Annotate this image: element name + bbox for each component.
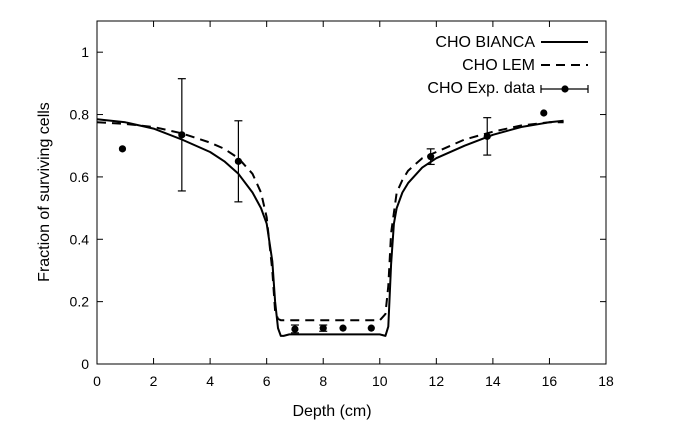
data-point [427,153,435,161]
y-tick-label: 0.4 [70,231,90,247]
curves [96,118,564,337]
data-point [339,324,347,332]
series-line-0 [96,118,564,337]
data-point [234,157,242,165]
x-tick-label: 0 [93,373,101,389]
data-point [540,109,548,117]
x-tick-label: 2 [150,373,158,389]
data-point [367,324,375,332]
x-tick-label: 10 [372,373,388,389]
x-tick-label: 12 [429,373,445,389]
data-point [178,131,186,139]
x-tick-label: 4 [206,373,214,389]
axis-ticks: 0 2 4 6 8 10 12 14 16 18 0 0.2 0.4 0.6 0.8 1 [70,21,614,389]
series-line-1 [96,121,564,322]
data-point [118,145,127,153]
y-tick-label: 1 [81,44,89,60]
legend: CHO BIANCA CHO LEM CHO Exp. data [427,34,589,97]
legend-label-bianca: CHO BIANCA [435,34,535,51]
exp-data-points [118,78,548,334]
x-tick-label: 18 [598,373,614,389]
legend-label-exp: CHO Exp. data [427,80,535,97]
x-tick-label: 6 [263,373,271,389]
y-tick-label: 0.6 [70,169,90,185]
plot-frame [96,20,607,365]
x-tick-label: 16 [542,373,558,389]
data-point [483,132,491,140]
y-tick-label: 0 [81,356,89,372]
data-point [291,325,299,333]
x-tick-label: 14 [485,373,501,389]
y-tick-label: 0.8 [70,107,90,123]
x-tick-label: 8 [319,373,327,389]
y-tick-label: 0.2 [70,294,90,310]
x-axis-title: Depth (cm) [292,403,371,420]
legend-label-lem: CHO LEM [462,57,535,74]
legend-swatch-exp-dot [561,85,569,93]
data-point [319,324,327,332]
y-axis-title: Fraction of surviving cells [36,102,53,282]
